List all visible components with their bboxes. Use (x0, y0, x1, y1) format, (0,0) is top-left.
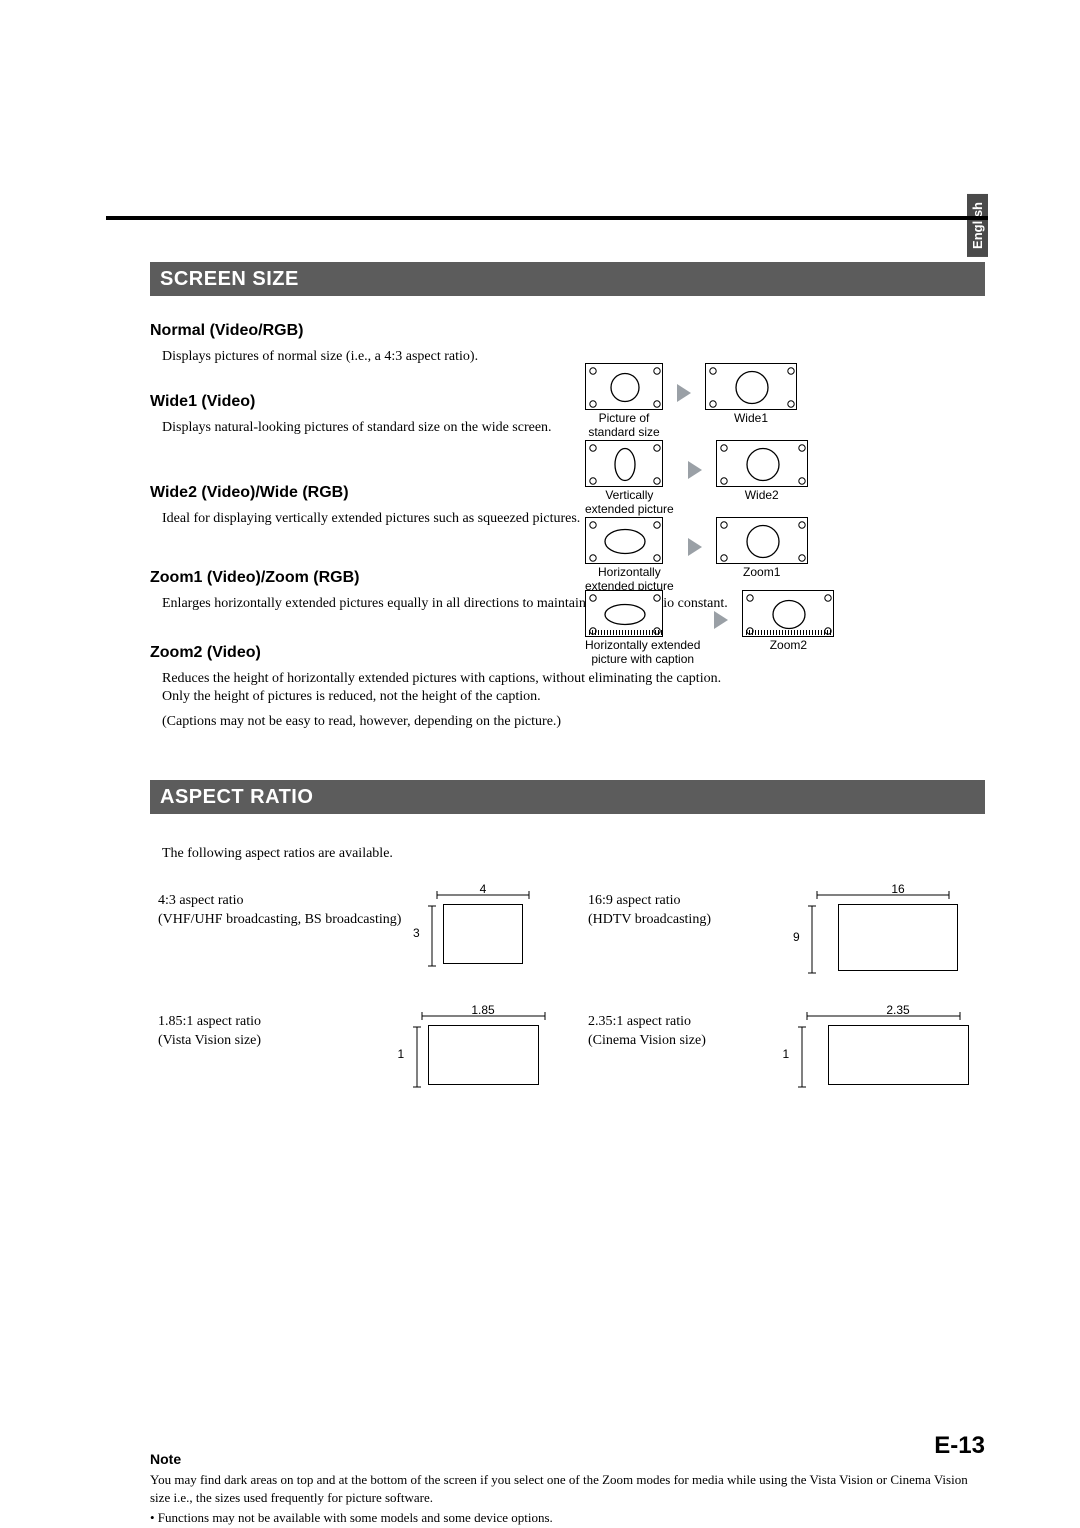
aspect-top-dim: 16 (808, 882, 988, 896)
aspect-ratio-label: 2.35:1 aspect ratio(Cinema Vision size) (588, 1013, 808, 1091)
diagram-right-label: Wide1 (705, 412, 797, 426)
aspect-ratio-box: 2.35 1 (808, 1013, 988, 1091)
diagram-right-label: Zoom2 (742, 639, 834, 653)
mode-head-zoom1: Zoom1 (Video)/Zoom (RGB) (150, 569, 985, 587)
mode-diagram-row: Horizontallyextended picture Zoom1 (585, 517, 808, 594)
arrow-right-icon (675, 382, 693, 409)
top-rule (106, 216, 988, 220)
page-number: E-13 (934, 1432, 985, 1460)
aspect-ratio-label: 4:3 aspect ratio(VHF/UHF broadcasting, B… (158, 892, 408, 977)
aspect-ratio-label: 1.85:1 aspect ratio(Vista Vision size) (158, 1013, 408, 1091)
diagram-left-label: Horizontally extendedpicture with captio… (585, 639, 700, 667)
note-bullet: • Functions may not be available with so… (150, 1510, 985, 1526)
mode-diagram-row: Horizontally extendedpicture with captio… (585, 590, 834, 667)
aspect-ratio-label: 16:9 aspect ratio(HDTV broadcasting) (588, 892, 808, 977)
diagram-left-label: Verticallyextended picture (585, 489, 674, 517)
mode-head-wide1: Wide1 (Video) (150, 393, 985, 411)
note-head: Note (150, 1451, 985, 1467)
diagram-right-label: Zoom1 (716, 566, 808, 580)
mode-body2-zoom2: (Captions may not be easy to read, howev… (150, 713, 740, 732)
aspect-ratio-grid: 4:3 aspect ratio(VHF/UHF broadcasting, B… (150, 892, 985, 1091)
aspect-intro: The following aspect ratios are availabl… (150, 846, 985, 862)
mode-head-wide2: Wide2 (Video)/Wide (RGB) (150, 484, 985, 502)
aspect-ratio-box: 4 3 (408, 892, 558, 970)
language-tab: English (967, 194, 988, 257)
aspect-top-dim: 2.35 (808, 1003, 988, 1017)
mode-diagram-row: Picture ofstandard size Wide1 (585, 363, 797, 440)
aspect-side-dim: 1 (398, 1047, 405, 1061)
note-text: You may find dark areas on top and at th… (150, 1471, 985, 1506)
arrow-right-icon (712, 609, 730, 636)
section-title-aspect-ratio: ASPECT RATIO (150, 780, 985, 814)
aspect-ratio-box: 16 9 (808, 892, 988, 977)
mode-body-zoom2: Reduces the height of horizontally exten… (150, 670, 740, 708)
diagram-left-label: Picture ofstandard size (585, 412, 663, 440)
aspect-side-dim: 1 (783, 1047, 790, 1061)
diagram-right-label: Wide2 (716, 489, 808, 503)
aspect-top-dim: 1.85 (408, 1003, 558, 1017)
mode-head-normal: Normal (Video/RGB) (150, 322, 985, 340)
mode-diagram-row: Verticallyextended picture Wide2 (585, 440, 808, 517)
aspect-top-dim: 4 (408, 882, 558, 896)
aspect-side-dim: 9 (793, 930, 800, 944)
aspect-side-dim: 3 (413, 926, 420, 940)
section-title-screen-size: SCREEN SIZE (150, 262, 985, 296)
mode-head-zoom2: Zoom2 (Video) (150, 644, 985, 662)
arrow-right-icon (686, 459, 704, 486)
aspect-ratio-box: 1.85 1 (408, 1013, 558, 1091)
arrow-right-icon (686, 536, 704, 563)
